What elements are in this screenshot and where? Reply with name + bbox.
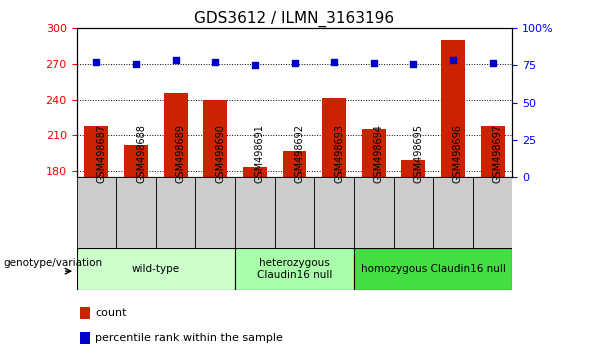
Bar <box>116 177 156 248</box>
Point <box>329 59 339 64</box>
Text: genotype/variation: genotype/variation <box>4 258 103 268</box>
Bar <box>80 332 90 344</box>
Text: heterozygous
Claudin16 null: heterozygous Claudin16 null <box>257 258 332 280</box>
Text: GSM498691: GSM498691 <box>255 124 265 183</box>
Text: GSM498687: GSM498687 <box>97 124 107 183</box>
Point <box>409 61 418 67</box>
Text: GSM498689: GSM498689 <box>176 124 186 183</box>
Text: GSM498694: GSM498694 <box>374 124 384 183</box>
Point <box>171 58 180 63</box>
Bar <box>84 126 108 177</box>
Point <box>369 60 379 65</box>
Text: wild-type: wild-type <box>132 264 180 274</box>
Bar <box>393 177 433 248</box>
Bar <box>274 177 315 248</box>
Point <box>210 59 220 64</box>
Text: count: count <box>95 308 127 318</box>
Text: GSM498688: GSM498688 <box>136 124 146 183</box>
Bar <box>354 248 512 290</box>
Bar <box>235 248 354 290</box>
Title: GDS3612 / ILMN_3163196: GDS3612 / ILMN_3163196 <box>194 11 395 27</box>
Bar <box>77 177 116 248</box>
Bar <box>402 160 425 177</box>
Bar <box>362 130 386 177</box>
Bar <box>124 145 148 177</box>
Bar <box>283 151 306 177</box>
Text: GSM498696: GSM498696 <box>453 124 463 183</box>
Point <box>448 58 458 63</box>
Bar <box>243 167 267 177</box>
Bar <box>322 98 346 177</box>
Bar <box>196 177 235 248</box>
Bar <box>77 248 235 290</box>
Bar <box>235 177 274 248</box>
Text: GSM498693: GSM498693 <box>334 124 344 183</box>
Point <box>488 60 497 65</box>
Bar <box>80 307 90 319</box>
Bar <box>203 100 227 177</box>
Text: GSM498697: GSM498697 <box>492 124 502 183</box>
Bar <box>473 177 512 248</box>
Bar <box>156 177 196 248</box>
Text: GSM498695: GSM498695 <box>413 124 423 183</box>
Text: homozygous Claudin16 null: homozygous Claudin16 null <box>360 264 505 274</box>
Text: percentile rank within the sample: percentile rank within the sample <box>95 333 283 343</box>
Bar <box>164 92 187 177</box>
Point <box>290 60 299 65</box>
Point <box>92 59 101 64</box>
Point <box>131 61 141 67</box>
Text: GSM498690: GSM498690 <box>215 124 225 183</box>
Text: GSM498692: GSM498692 <box>294 124 305 183</box>
Bar <box>433 177 473 248</box>
Bar <box>315 177 354 248</box>
Bar <box>441 40 465 177</box>
Bar <box>481 126 505 177</box>
Bar <box>354 177 393 248</box>
Point <box>250 62 260 68</box>
